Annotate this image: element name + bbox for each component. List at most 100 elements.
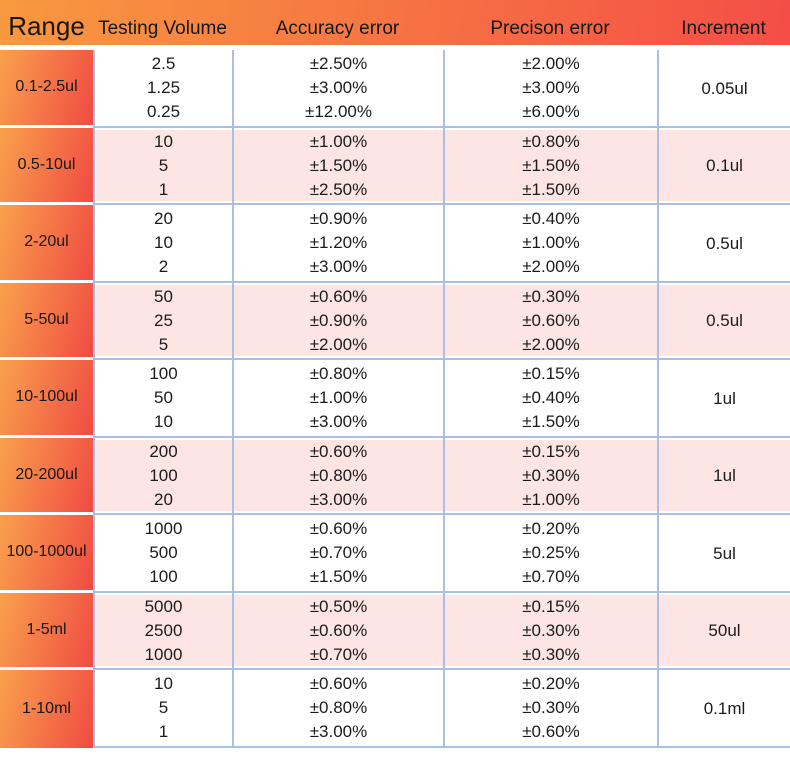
range-cell: 20-200ul — [0, 437, 93, 515]
increment-cell: 1ul — [657, 437, 790, 515]
range-cell: 10-100ul — [0, 360, 93, 438]
increment-value: 0.5ul — [706, 233, 743, 253]
testing-volume-value: 100 — [149, 465, 178, 485]
table-group-row: 2-20ul 20 10 2 ±0.90% ±1.20% ±3.00% ±0.40% ±1.00… — [0, 205, 790, 283]
precision-error-value: ±0.15% — [522, 441, 580, 461]
table-header-row: Range Testing Volume Accuracy error Prec… — [0, 0, 790, 45]
testing-volume-value: 2 — [158, 257, 169, 277]
accuracy-error-value: ±0.70% — [309, 644, 368, 664]
testing-volume-value: 2.5 — [151, 54, 176, 74]
accuracy-error-value: ±0.60% — [309, 441, 368, 461]
precision-error-value: ±1.00% — [522, 489, 580, 509]
precision-error-value: ±0.20% — [522, 519, 580, 539]
testing-volume-cell: 100 50 10 — [93, 360, 232, 438]
precision-error-cell: ±0.30% ±0.60% ±2.00% — [443, 282, 657, 360]
testing-volume-value: 100 — [149, 364, 178, 384]
precision-error-cell: ±0.20% ±0.25% ±0.70% — [443, 515, 657, 593]
accuracy-error-cell: ±2.50% ±3.00% ±12.00% — [232, 50, 443, 128]
precision-error-value: ±3.00% — [522, 78, 580, 98]
testing-volume-value: 20 — [154, 209, 173, 229]
accuracy-error-value: ±0.60% — [309, 519, 368, 539]
testing-volume-value: 1 — [158, 179, 169, 199]
precision-error-cell: ±0.80% ±1.50% ±1.50% — [443, 127, 657, 205]
precision-error-cell: ±0.15% ±0.30% ±0.30% — [443, 592, 657, 670]
accuracy-error-cell: ±1.00% ±1.50% ±2.50% — [232, 127, 443, 205]
accuracy-error-value: ±2.50% — [309, 179, 368, 199]
precision-error-value: ±2.00% — [522, 334, 580, 354]
precision-error-value: ±1.00% — [522, 233, 580, 253]
precision-error-cell: ±2.00% ±3.00% ±6.00% — [443, 50, 657, 128]
testing-volume-value: 1000 — [144, 644, 183, 664]
accuracy-error-value: ±0.50% — [309, 596, 368, 616]
accuracy-error-cell: ±0.60% ±0.80% ±3.00% — [232, 437, 443, 515]
testing-volume-value: 10 — [154, 233, 173, 253]
accuracy-error-value: ±3.00% — [309, 722, 368, 742]
precision-error-value: ±0.70% — [522, 567, 580, 587]
table-group-row: 100-1000ul 1000 500 100 ±0.60% ±0.70% ±1.50% ±0… — [0, 515, 790, 593]
table-group-row: 20-200ul 200 100 20 ±0.60% ±0.80% ±3.00% ±0.15%… — [0, 437, 790, 515]
range-label: 10-100ul — [15, 388, 78, 406]
precision-error-value: ±1.50% — [522, 155, 580, 175]
table-group-row: 0.1-2.5ul 2.5 1.25 0.25 ±2.50% ±3.00% ±12.00% ±… — [0, 50, 790, 128]
accuracy-error-value: ±1.20% — [309, 233, 368, 253]
precision-error-value: ±0.15% — [522, 596, 580, 616]
accuracy-error-value: ±1.50% — [309, 155, 368, 175]
range-cell: 0.5-10ul — [0, 127, 93, 205]
increment-value: 1ul — [713, 388, 736, 408]
precision-error-cell: ±0.15% ±0.40% ±1.50% — [443, 360, 657, 438]
range-label: 0.5-10ul — [17, 155, 76, 173]
range-label: 0.1-2.5ul — [15, 78, 78, 96]
testing-volume-cell: 1000 500 100 — [93, 515, 232, 593]
testing-volume-value: 200 — [149, 441, 178, 461]
accuracy-error-cell: ±0.60% ±0.70% ±1.50% — [232, 515, 443, 593]
header-testing-volume: Testing Volume — [98, 17, 227, 39]
accuracy-error-value: ±12.00% — [305, 102, 372, 122]
increment-cell: 5ul — [657, 515, 790, 593]
range-cell: 2-20ul — [0, 205, 93, 283]
pipette-spec-table: Range Testing Volume Accuracy error Prec… — [0, 0, 790, 748]
testing-volume-cell: 10 5 1 — [93, 670, 232, 748]
testing-volume-value: 50 — [154, 388, 173, 408]
testing-volume-value: 5 — [158, 155, 169, 175]
precision-error-value: ±2.00% — [522, 54, 580, 74]
range-label: 1-10ml — [22, 699, 71, 717]
increment-value: 1ul — [713, 466, 736, 486]
increment-value: 5ul — [713, 543, 736, 563]
precision-error-value: ±1.50% — [522, 179, 580, 199]
testing-volume-value: 25 — [154, 310, 173, 330]
header-accuracy-error: Accuracy error — [275, 17, 400, 39]
accuracy-error-value: ±0.80% — [309, 465, 368, 485]
precision-error-cell: ±0.40% ±1.00% ±2.00% — [443, 205, 657, 283]
table-group-row: 5-50ul 50 25 5 ±0.60% ±0.90% ±2.00% ±0.30% ±0.60… — [0, 282, 790, 360]
testing-volume-cell: 200 100 20 — [93, 437, 232, 515]
accuracy-error-value: ±1.50% — [309, 567, 368, 587]
table-body: 0.1-2.5ul 2.5 1.25 0.25 ±2.50% ±3.00% ±12.00% ±… — [0, 50, 790, 748]
testing-volume-cell: 10 5 1 — [93, 127, 232, 205]
testing-volume-value: 5000 — [144, 596, 183, 616]
testing-volume-value: 1.25 — [146, 78, 181, 98]
header-range: Range — [8, 11, 85, 41]
testing-volume-cell: 5000 2500 1000 — [93, 592, 232, 670]
precision-error-value: ±0.30% — [522, 644, 580, 664]
precision-error-value: ±2.00% — [522, 257, 580, 277]
accuracy-error-value: ±1.00% — [309, 131, 368, 151]
accuracy-error-value: ±0.90% — [309, 310, 368, 330]
increment-cell: 0.1ml — [657, 670, 790, 748]
accuracy-error-value: ±0.60% — [309, 286, 368, 306]
range-cell: 1-5ml — [0, 592, 93, 670]
range-label: 20-200ul — [15, 465, 78, 483]
precision-error-value: ±0.80% — [522, 131, 580, 151]
testing-volume-value: 10 — [154, 674, 173, 694]
precision-error-cell: ±0.20% ±0.30% ±0.60% — [443, 670, 657, 748]
testing-volume-value: 1000 — [144, 519, 183, 539]
accuracy-error-value: ±2.50% — [309, 54, 368, 74]
testing-volume-value: 10 — [154, 412, 173, 432]
accuracy-error-cell: ±0.90% ±1.20% ±3.00% — [232, 205, 443, 283]
accuracy-error-value: ±3.00% — [309, 78, 368, 98]
table-group-row: 10-100ul 100 50 10 ±0.80% ±1.00% ±3.00% ±0.15% ±… — [0, 360, 790, 438]
increment-value: 0.1ul — [706, 156, 743, 176]
header-precision-error: Precison error — [490, 17, 610, 39]
precision-error-value: ±0.30% — [522, 698, 580, 718]
accuracy-error-value: ±0.80% — [309, 698, 368, 718]
